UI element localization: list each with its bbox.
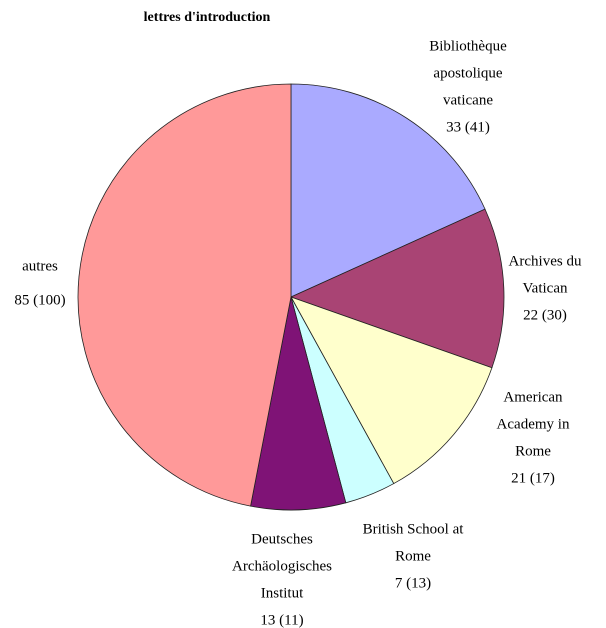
slice-label: Deutsches [251,531,313,547]
slice-label: apostolique [433,65,502,81]
value-label: 13 (11) [260,612,303,628]
pie-slice [290,296,493,485]
slice-label: Archives du [509,253,582,269]
value-label: 7 (13) [395,575,431,591]
value-label: 21 (17) [511,470,555,486]
slice-label: Rome [395,548,431,564]
value-label: 22 (30) [523,307,567,323]
chart-title: lettres d'introduction [144,10,271,25]
pie-slice [289,208,505,369]
slice-label: vaticane [443,92,493,108]
slice-label: Rome [515,443,551,459]
slice-label: Institut [261,585,304,601]
slice-label: British School at [363,521,465,537]
slice-label: Bibliothèque [429,38,507,54]
pie-slice [77,83,292,507]
slice-label: autres [22,258,58,274]
value-label: 85 (100) [14,292,65,308]
slice-label: Archäologisches [232,558,332,574]
pie-slice [290,83,486,298]
slice-label: Academy in [497,416,570,432]
slice-label: American [503,389,563,405]
value-label: 33 (41) [446,119,490,135]
slice-label: Vatican [523,280,568,296]
